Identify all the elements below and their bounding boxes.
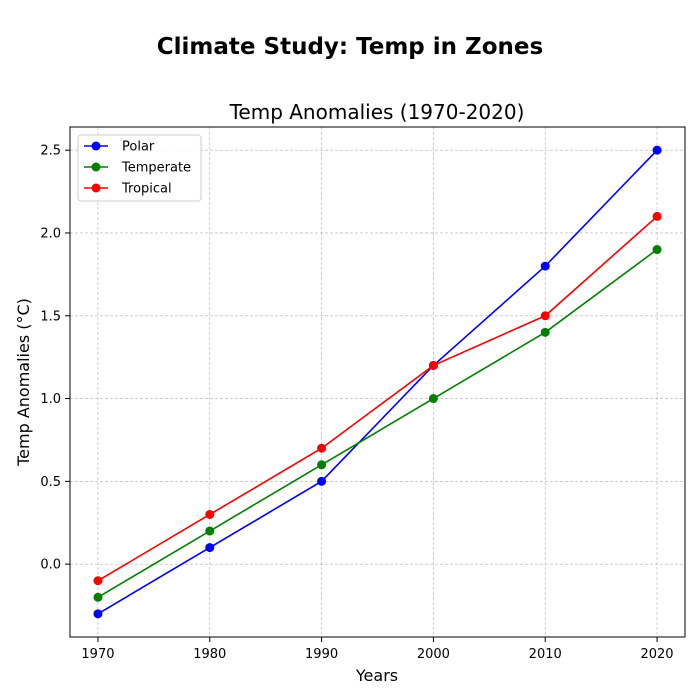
data-point-polar xyxy=(205,543,215,553)
x-tick-label: 2010 xyxy=(529,647,562,662)
x-tick-label: 2000 xyxy=(417,647,450,662)
data-point-temperate xyxy=(428,394,438,404)
x-axis: 1970 1980 1990 2000 2010 2020 xyxy=(81,637,674,662)
legend-item-temperate: Temperate xyxy=(84,161,191,176)
legend-label: Polar xyxy=(122,140,155,155)
data-point-tropical xyxy=(428,360,438,370)
legend-item-tropical: Tropical xyxy=(84,182,172,197)
figure-suptitle: Climate Study: Temp in Zones xyxy=(157,34,543,60)
data-point-temperate xyxy=(317,460,327,470)
data-point-polar xyxy=(652,145,662,155)
y-tick-label: 2.5 xyxy=(40,144,61,159)
data-point-temperate xyxy=(205,526,215,536)
y-axis-label: Temp Anomalies (°C) xyxy=(14,298,33,467)
y-tick-label: 0.5 xyxy=(40,475,61,490)
series-polar xyxy=(93,145,662,619)
data-point-polar xyxy=(540,261,550,271)
legend-label: Tropical xyxy=(121,182,172,197)
data-point-temperate xyxy=(93,592,103,602)
series-temperate xyxy=(93,245,662,602)
legend-marker xyxy=(91,141,101,151)
series-line-temperate xyxy=(97,248,658,598)
legend: Polar Temperate Tropical xyxy=(77,134,202,202)
legend-box xyxy=(77,134,202,202)
legend-marker xyxy=(91,162,101,172)
data-point-temperate xyxy=(652,245,662,255)
series-tropical xyxy=(93,211,662,586)
x-tick-label: 1970 xyxy=(81,647,114,662)
x-tick-label: 2020 xyxy=(640,647,673,662)
data-point-polar xyxy=(317,476,327,486)
data-point-tropical xyxy=(652,211,662,221)
data-point-polar xyxy=(93,609,103,619)
series-line-tropical xyxy=(97,215,658,582)
legend-item-polar: Polar xyxy=(84,140,155,155)
y-tick-label: 1.5 xyxy=(40,309,61,324)
y-axis: 0.0 0.5 1.0 1.5 2.0 2.5 xyxy=(40,144,70,573)
plot-frame xyxy=(69,126,686,638)
x-tick-label: 1990 xyxy=(305,647,338,662)
series-layer xyxy=(93,145,662,619)
data-point-tropical xyxy=(93,576,103,586)
data-point-temperate xyxy=(540,327,550,337)
y-tick-label: 2.0 xyxy=(40,226,61,241)
y-tick-label: 0.0 xyxy=(40,558,61,573)
x-axis-label: Years xyxy=(355,666,398,685)
chart-title: Temp Anomalies (1970-2020) xyxy=(229,100,525,124)
legend-label: Temperate xyxy=(121,161,191,176)
data-point-tropical xyxy=(317,443,327,453)
legend-marker xyxy=(91,183,101,193)
y-tick-label: 1.0 xyxy=(40,392,61,407)
series-line-polar xyxy=(97,149,658,615)
grid xyxy=(70,127,685,637)
x-tick-label: 1980 xyxy=(193,647,226,662)
data-point-tropical xyxy=(540,311,550,321)
data-point-tropical xyxy=(205,509,215,519)
